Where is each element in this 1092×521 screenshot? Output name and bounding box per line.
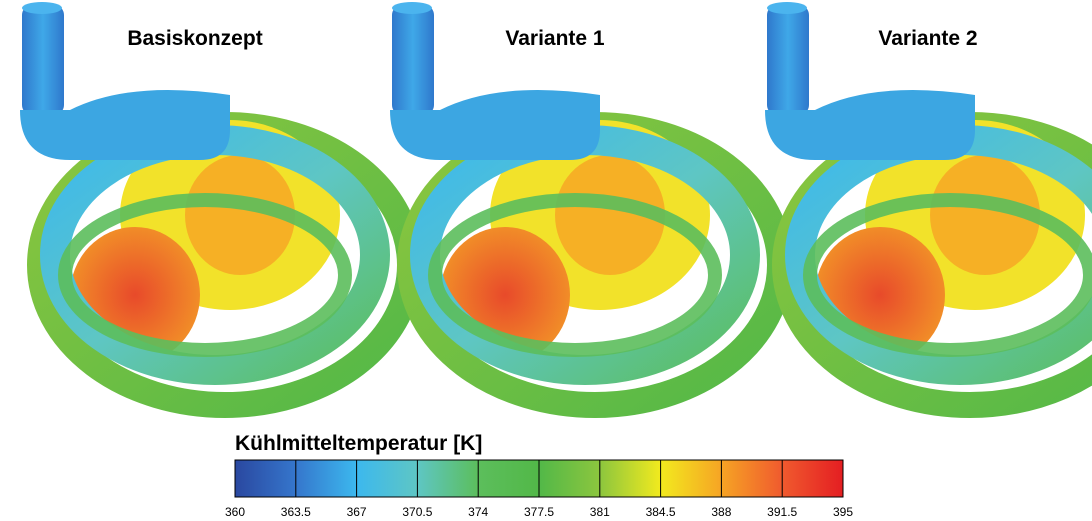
panel-title: Variante 1 bbox=[505, 27, 605, 50]
figure: Basiskonzept Variante 1 Variante 2 Kühlm… bbox=[0, 0, 1092, 521]
tick-label: 395 bbox=[833, 505, 853, 519]
tick-label: 363.5 bbox=[281, 505, 311, 519]
colorbar-label: Kühlmitteltemperatur [K] bbox=[235, 432, 482, 455]
tick-label: 388 bbox=[711, 505, 731, 519]
tick-label: 391.5 bbox=[767, 505, 797, 519]
tick-label: 377.5 bbox=[524, 505, 554, 519]
tick-label: 360 bbox=[225, 505, 245, 519]
panel-title: Variante 2 bbox=[878, 27, 977, 50]
panel-graphic bbox=[20, 2, 410, 405]
tick-label: 374 bbox=[468, 505, 488, 519]
tick-label: 367 bbox=[347, 505, 367, 519]
panel-title: Basiskonzept bbox=[127, 27, 262, 50]
tick-label: 381 bbox=[590, 505, 610, 519]
tick-label: 370.5 bbox=[402, 505, 432, 519]
panel-graphic bbox=[765, 2, 1092, 405]
tick-label: 384.5 bbox=[646, 505, 676, 519]
panel-graphic bbox=[390, 2, 780, 405]
